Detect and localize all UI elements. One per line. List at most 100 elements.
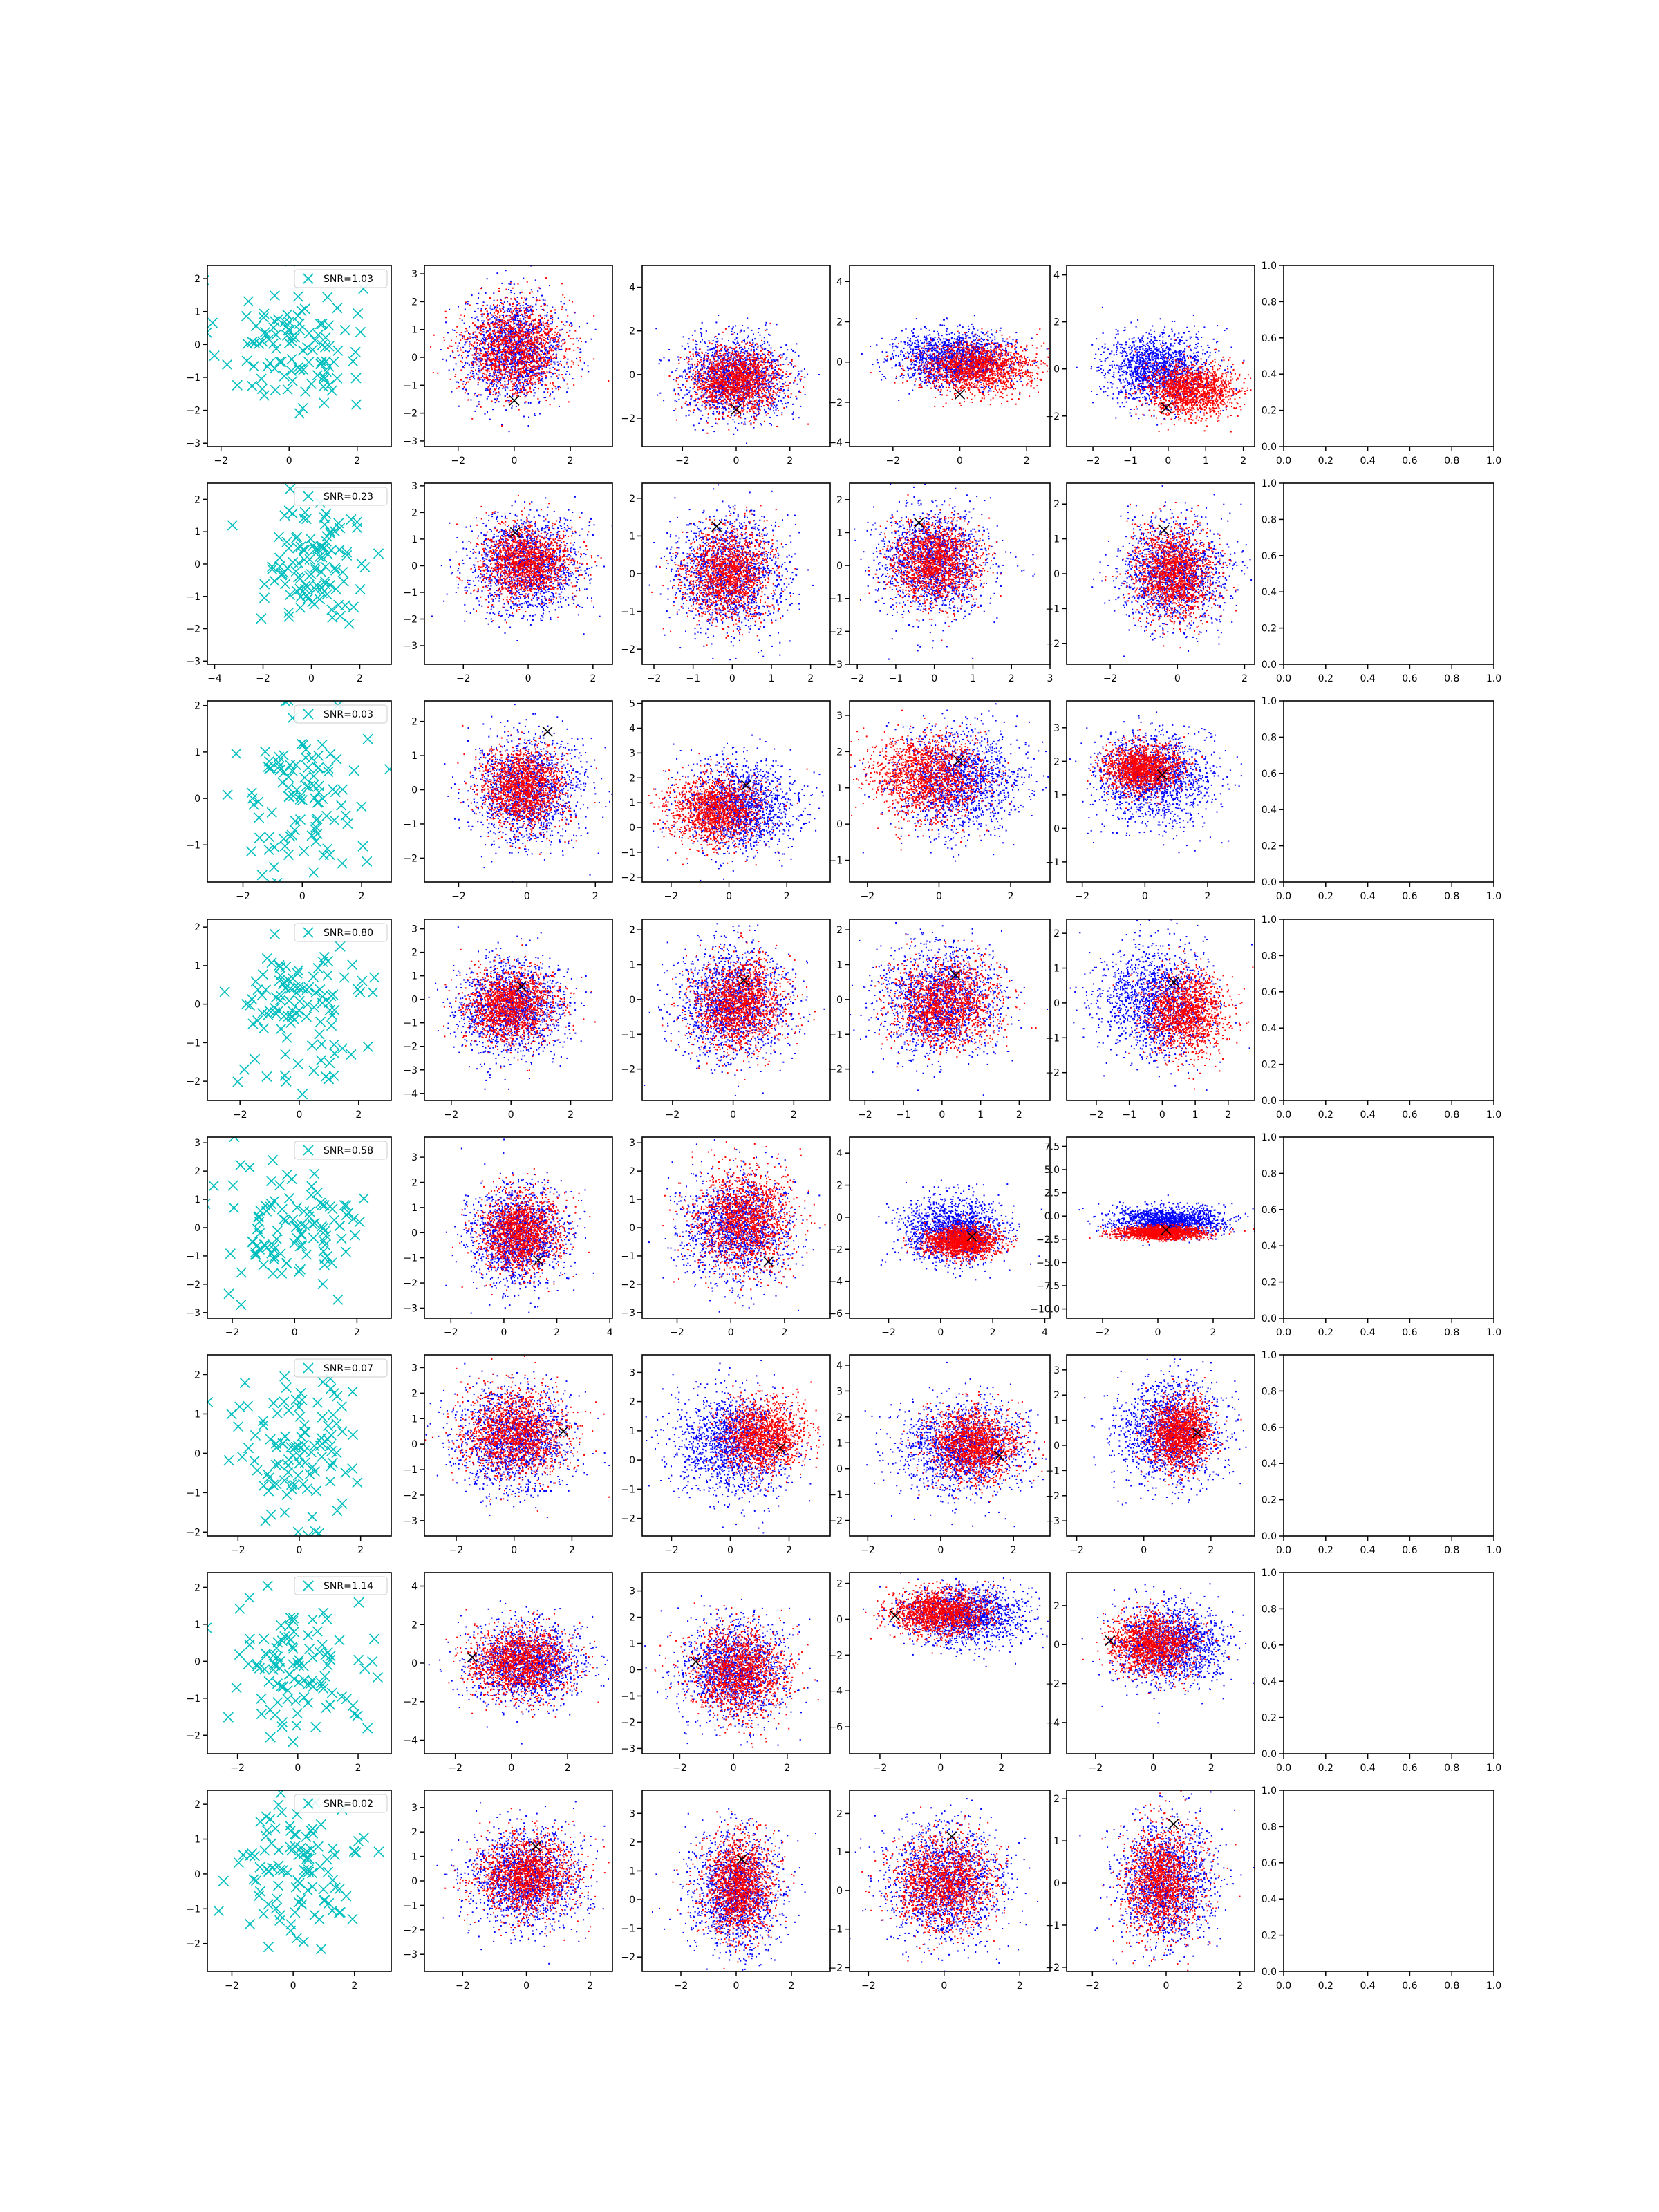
red-point	[521, 359, 523, 360]
blue-point	[747, 368, 749, 370]
red-point	[534, 339, 536, 340]
red-point	[550, 339, 551, 341]
red-point	[496, 388, 497, 389]
blue-point	[732, 350, 733, 351]
blue-point	[723, 412, 724, 413]
blue-point	[516, 324, 518, 325]
blue-point	[769, 375, 771, 376]
red-point	[550, 371, 551, 372]
red-point	[550, 328, 551, 329]
red-point	[514, 372, 516, 373]
blue-point	[523, 305, 524, 306]
blue-point	[474, 393, 476, 394]
blue-point	[695, 351, 697, 353]
blue-point	[765, 324, 766, 326]
blue-point	[497, 361, 498, 362]
blue-point	[507, 308, 509, 310]
blue-point	[458, 406, 460, 407]
red-point	[517, 344, 518, 345]
red-point	[483, 354, 485, 355]
red-point	[738, 353, 740, 355]
blue-point	[764, 337, 765, 338]
blue-point	[482, 315, 483, 317]
red-point	[502, 321, 503, 323]
blue-point	[733, 409, 735, 410]
red-point	[529, 381, 530, 382]
red-point	[545, 375, 546, 376]
blue-point	[477, 303, 478, 304]
blue-point	[510, 359, 512, 360]
red-point	[466, 382, 467, 384]
red-point	[493, 355, 494, 356]
blue-point	[682, 377, 683, 378]
red-point	[539, 335, 541, 336]
blue-point	[471, 400, 472, 401]
blue-point	[572, 378, 574, 379]
blue-point	[744, 424, 746, 425]
red-point	[494, 360, 496, 362]
red-point	[800, 379, 802, 380]
blue-point	[673, 379, 674, 380]
blue-point	[734, 415, 735, 416]
blue-point	[714, 353, 715, 355]
blue-point	[726, 353, 727, 354]
red-point	[564, 297, 565, 298]
blue-point	[713, 363, 714, 364]
red-point	[538, 331, 539, 332]
red-point	[574, 312, 575, 313]
red-point	[479, 350, 480, 351]
red-point	[551, 349, 552, 350]
red-point	[559, 345, 560, 346]
blue-point	[496, 326, 498, 328]
red-point	[740, 332, 741, 333]
red-point	[503, 317, 505, 319]
red-point	[492, 330, 494, 331]
red-point	[552, 319, 553, 320]
y-tick-label: −2	[403, 409, 418, 420]
red-point	[533, 377, 534, 379]
red-point	[489, 332, 491, 334]
red-point	[503, 369, 505, 371]
blue-point	[702, 367, 703, 368]
red-point	[480, 406, 482, 408]
red-point	[503, 338, 504, 339]
red-point	[523, 350, 525, 352]
blue-point	[730, 355, 731, 356]
blue-point	[707, 353, 709, 354]
red-point	[704, 368, 705, 369]
red-point	[693, 377, 694, 378]
red-point	[555, 328, 556, 329]
red-point	[554, 373, 556, 374]
red-point	[507, 376, 508, 377]
blue-point	[716, 406, 718, 407]
red-point	[529, 388, 531, 390]
blue-point	[774, 413, 775, 414]
red-point	[531, 384, 532, 385]
red-point	[697, 379, 698, 380]
blue-point	[549, 358, 550, 359]
blue-point	[484, 379, 485, 380]
red-point	[454, 357, 456, 359]
red-point	[456, 326, 458, 328]
blue-point	[517, 318, 518, 319]
blue-point	[559, 349, 561, 350]
blue-point	[561, 340, 562, 341]
blue-point	[705, 371, 706, 373]
blue-point	[453, 369, 454, 371]
red-point	[506, 400, 507, 401]
blue-point	[763, 354, 765, 355]
red-point	[767, 413, 769, 414]
red-point	[535, 326, 536, 328]
red-point	[533, 319, 534, 321]
red-point	[573, 338, 574, 339]
red-point	[557, 346, 559, 348]
red-point	[593, 358, 594, 359]
red-point	[537, 339, 538, 341]
red-point	[488, 354, 489, 355]
red-point	[500, 319, 501, 320]
blue-point	[782, 355, 783, 356]
red-point	[552, 384, 554, 385]
red-point	[517, 375, 518, 376]
red-point	[499, 321, 500, 323]
red-point	[494, 373, 495, 374]
